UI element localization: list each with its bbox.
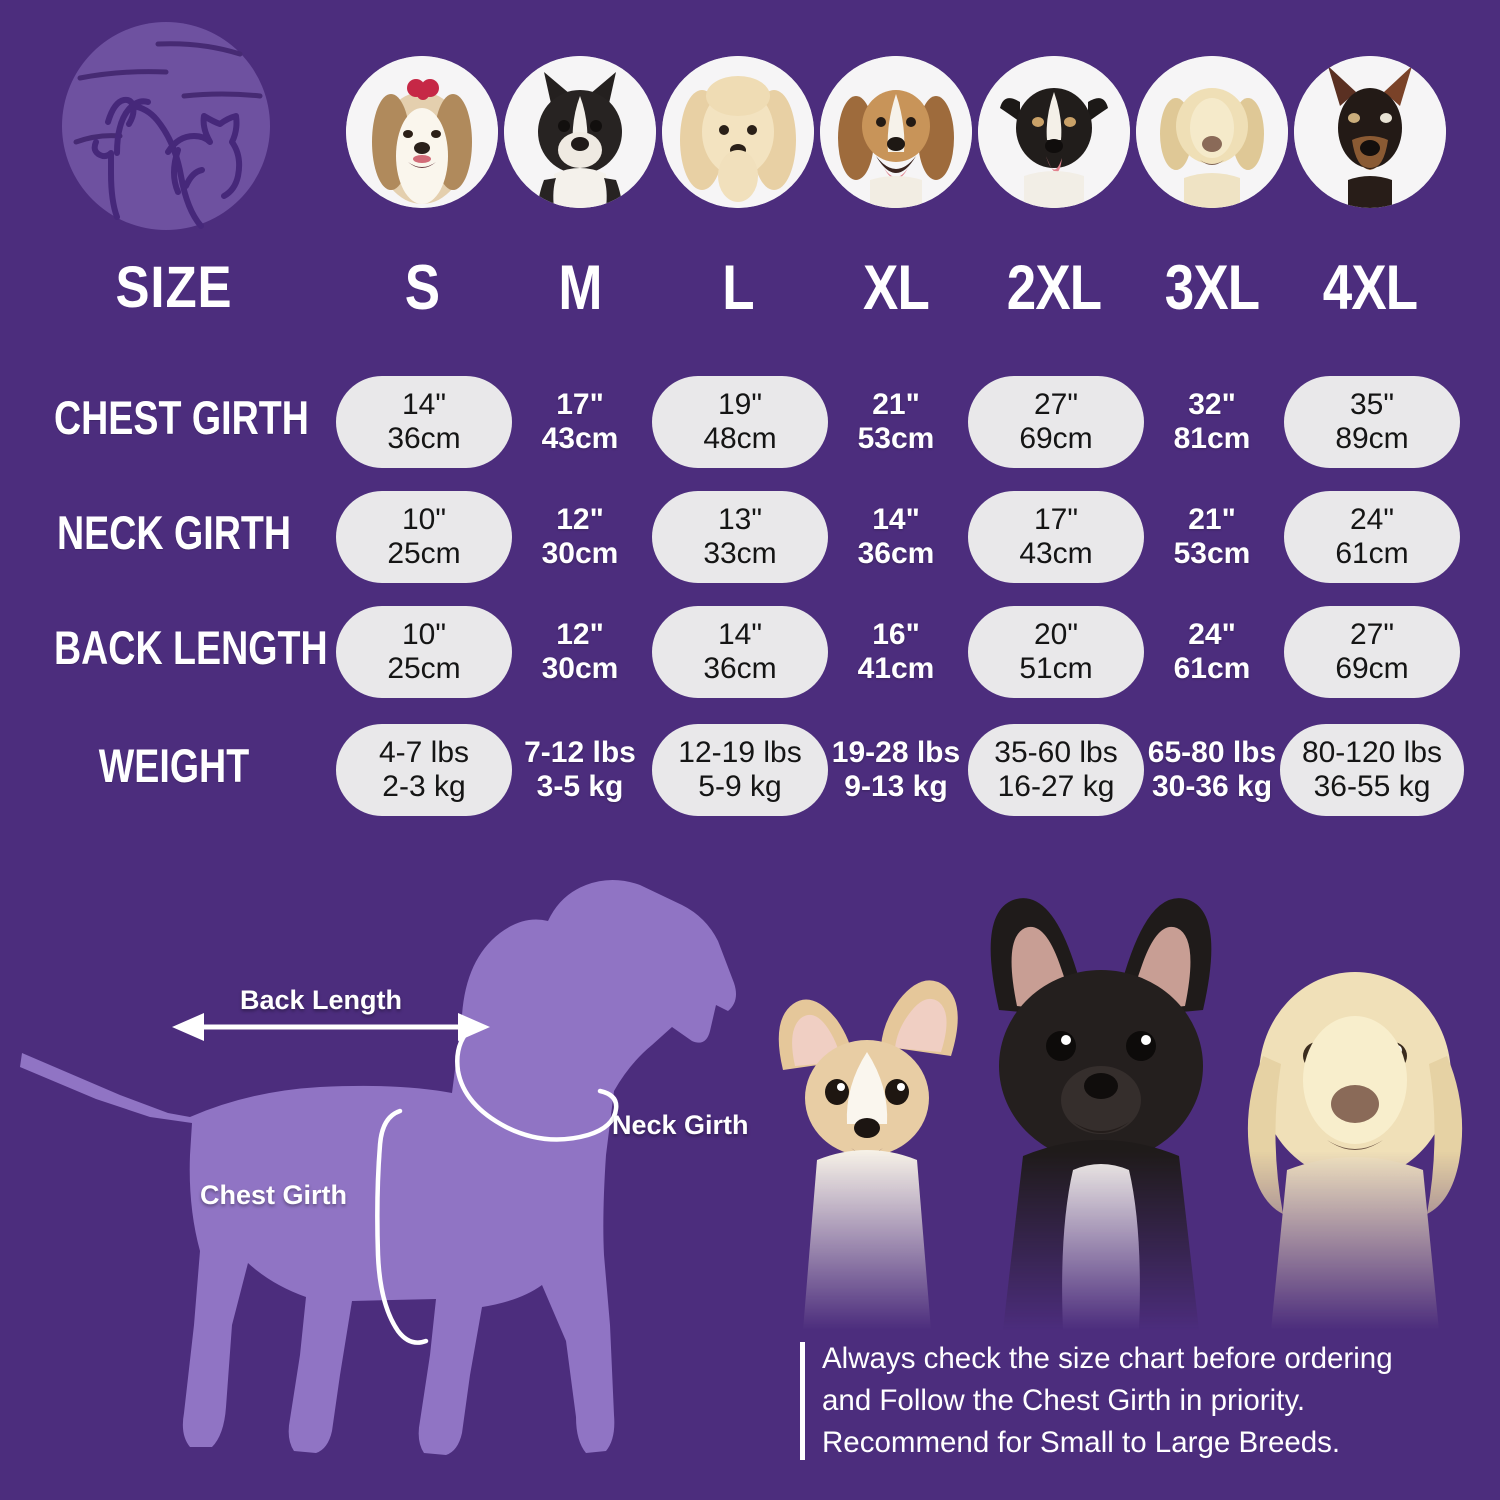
dog-line-icon — [91, 96, 204, 229]
cell-chest-girth-4xl: 35" 89cm — [1284, 376, 1460, 468]
cell-back-length-3xl: 24" 61cm — [1173, 618, 1251, 685]
cell-chest-girth-m: 17" 43cm — [541, 388, 619, 455]
header-size-2xl: 2XL — [1006, 253, 1102, 323]
cell-back-length-m: 12" 30cm — [541, 618, 619, 685]
header-size-m: M — [558, 253, 602, 323]
cell-neck-girth-m: 12" 30cm — [541, 503, 619, 570]
breed-size-comparison-photo — [755, 860, 1500, 1330]
cell-back-length-xl: 16" 41cm — [857, 618, 935, 685]
cell-weight-m: 7-12 lbs 3-5 kg — [524, 736, 636, 803]
cell-weight-xl: 19-28 lbs 9-13 kg — [831, 736, 961, 803]
header-size-xl: XL — [863, 253, 930, 323]
note-accent-bar — [800, 1342, 805, 1460]
row-label-neck-girth: NECK GIRTH — [57, 506, 291, 559]
neck-girth-loop — [455, 1024, 619, 1142]
cell-weight-l: 12-19 lbs 5-9 kg — [652, 724, 828, 816]
cell-weight-3xl: 65-80 lbs 30-36 kg — [1147, 736, 1277, 803]
cell-neck-girth-s: 10" 25cm — [336, 491, 512, 583]
breed-photo-beagle — [820, 56, 972, 208]
cell-neck-girth-xl: 14" 36cm — [857, 503, 935, 570]
cell-chest-girth-s: 14" 36cm — [336, 376, 512, 468]
table-row-back-length: BACK LENGTH 10" 25cm 12" 30cm 14" 36cm 16" 4… — [0, 606, 1500, 698]
note-line-2: and Follow the Chest Girth in priority. — [822, 1384, 1306, 1417]
top-banner — [0, 0, 1500, 240]
table-header-row: SIZE S M L XL 2XL 3XL 4XL — [0, 246, 1500, 330]
header-size-label: SIZE — [115, 255, 233, 320]
cell-back-length-4xl: 27" 69cm — [1284, 606, 1460, 698]
breed-photo-boston-terrier — [504, 56, 656, 208]
sizing-note: Always check the size chart before order… — [800, 1338, 1480, 1466]
diagram-label-neck-girth: Neck Girth — [612, 1110, 749, 1140]
cell-chest-girth-3xl: 32" 81cm — [1173, 388, 1251, 455]
dog-photo-labrador — [1247, 972, 1463, 1330]
chest-girth-loop — [375, 1108, 429, 1345]
header-size-3xl: 3XL — [1164, 253, 1260, 323]
cell-neck-girth-2xl: 17" 43cm — [968, 491, 1144, 583]
cell-chest-girth-2xl: 27" 69cm — [968, 376, 1144, 468]
diagram-label-chest-girth: Chest Girth — [200, 1180, 348, 1210]
measurement-diagram: Back Length Neck Girth Chest Girth — [0, 855, 790, 1500]
breed-photo-cocker-spaniel — [662, 56, 814, 208]
cell-weight-2xl: 35-60 lbs 16-27 kg — [968, 724, 1144, 816]
pet-brand-logo — [62, 22, 270, 230]
table-row-chest-girth: CHEST GIRTH 14" 36cm 17" 43cm 19" 48cm 21" 5… — [0, 376, 1500, 468]
cat-line-icon — [165, 113, 243, 199]
breed-photo-border-collie — [978, 56, 1130, 208]
dog-photo-french-bulldog — [990, 898, 1212, 1330]
header-size-s: S — [404, 253, 440, 323]
cell-back-length-l: 14" 36cm — [652, 606, 828, 698]
note-line-1: Always check the size chart before order… — [822, 1342, 1393, 1375]
cell-chest-girth-xl: 21" 53cm — [857, 388, 935, 455]
cell-back-length-s: 10" 25cm — [336, 606, 512, 698]
row-label-back-length: BACK LENGTH — [54, 621, 328, 674]
note-line-3: Recommend for Small to Large Breeds. — [822, 1426, 1341, 1459]
cell-weight-4xl: 80-120 lbs 36-55 kg — [1280, 724, 1464, 816]
cell-neck-girth-l: 13" 33cm — [652, 491, 828, 583]
breed-photo-shih-tzu — [346, 56, 498, 208]
breed-photo-doberman-pinscher — [1294, 56, 1446, 208]
cell-chest-girth-l: 19" 48cm — [652, 376, 828, 468]
table-row-weight: WEIGHT 4-7 lbs 2-3 kg 7-12 lbs 3-5 kg 12-1… — [0, 724, 1500, 816]
back-length-arrow — [172, 1013, 490, 1041]
table-row-neck-girth: NECK GIRTH 10" 25cm 12" 30cm 13" 33cm 14" 36… — [0, 491, 1500, 583]
dog-photo-chihuahua — [778, 980, 958, 1330]
breed-photo-labrador-retriever — [1136, 56, 1288, 208]
row-label-weight: WEIGHT — [98, 739, 250, 792]
cell-weight-s: 4-7 lbs 2-3 kg — [336, 724, 512, 816]
header-size-l: L — [722, 253, 754, 323]
cell-back-length-2xl: 20" 51cm — [968, 606, 1144, 698]
row-label-chest-girth: CHEST GIRTH — [54, 391, 309, 444]
cell-neck-girth-3xl: 21" 53cm — [1173, 503, 1251, 570]
header-size-4xl: 4XL — [1322, 253, 1418, 323]
size-chart-table: SIZE S M L XL 2XL 3XL 4XL CHEST GIRTH 14… — [0, 246, 1500, 826]
note-text: Always check the size chart before order… — [822, 1338, 1472, 1464]
cell-neck-girth-4xl: 24" 61cm — [1284, 491, 1460, 583]
diagram-label-back-length: Back Length — [240, 985, 403, 1015]
